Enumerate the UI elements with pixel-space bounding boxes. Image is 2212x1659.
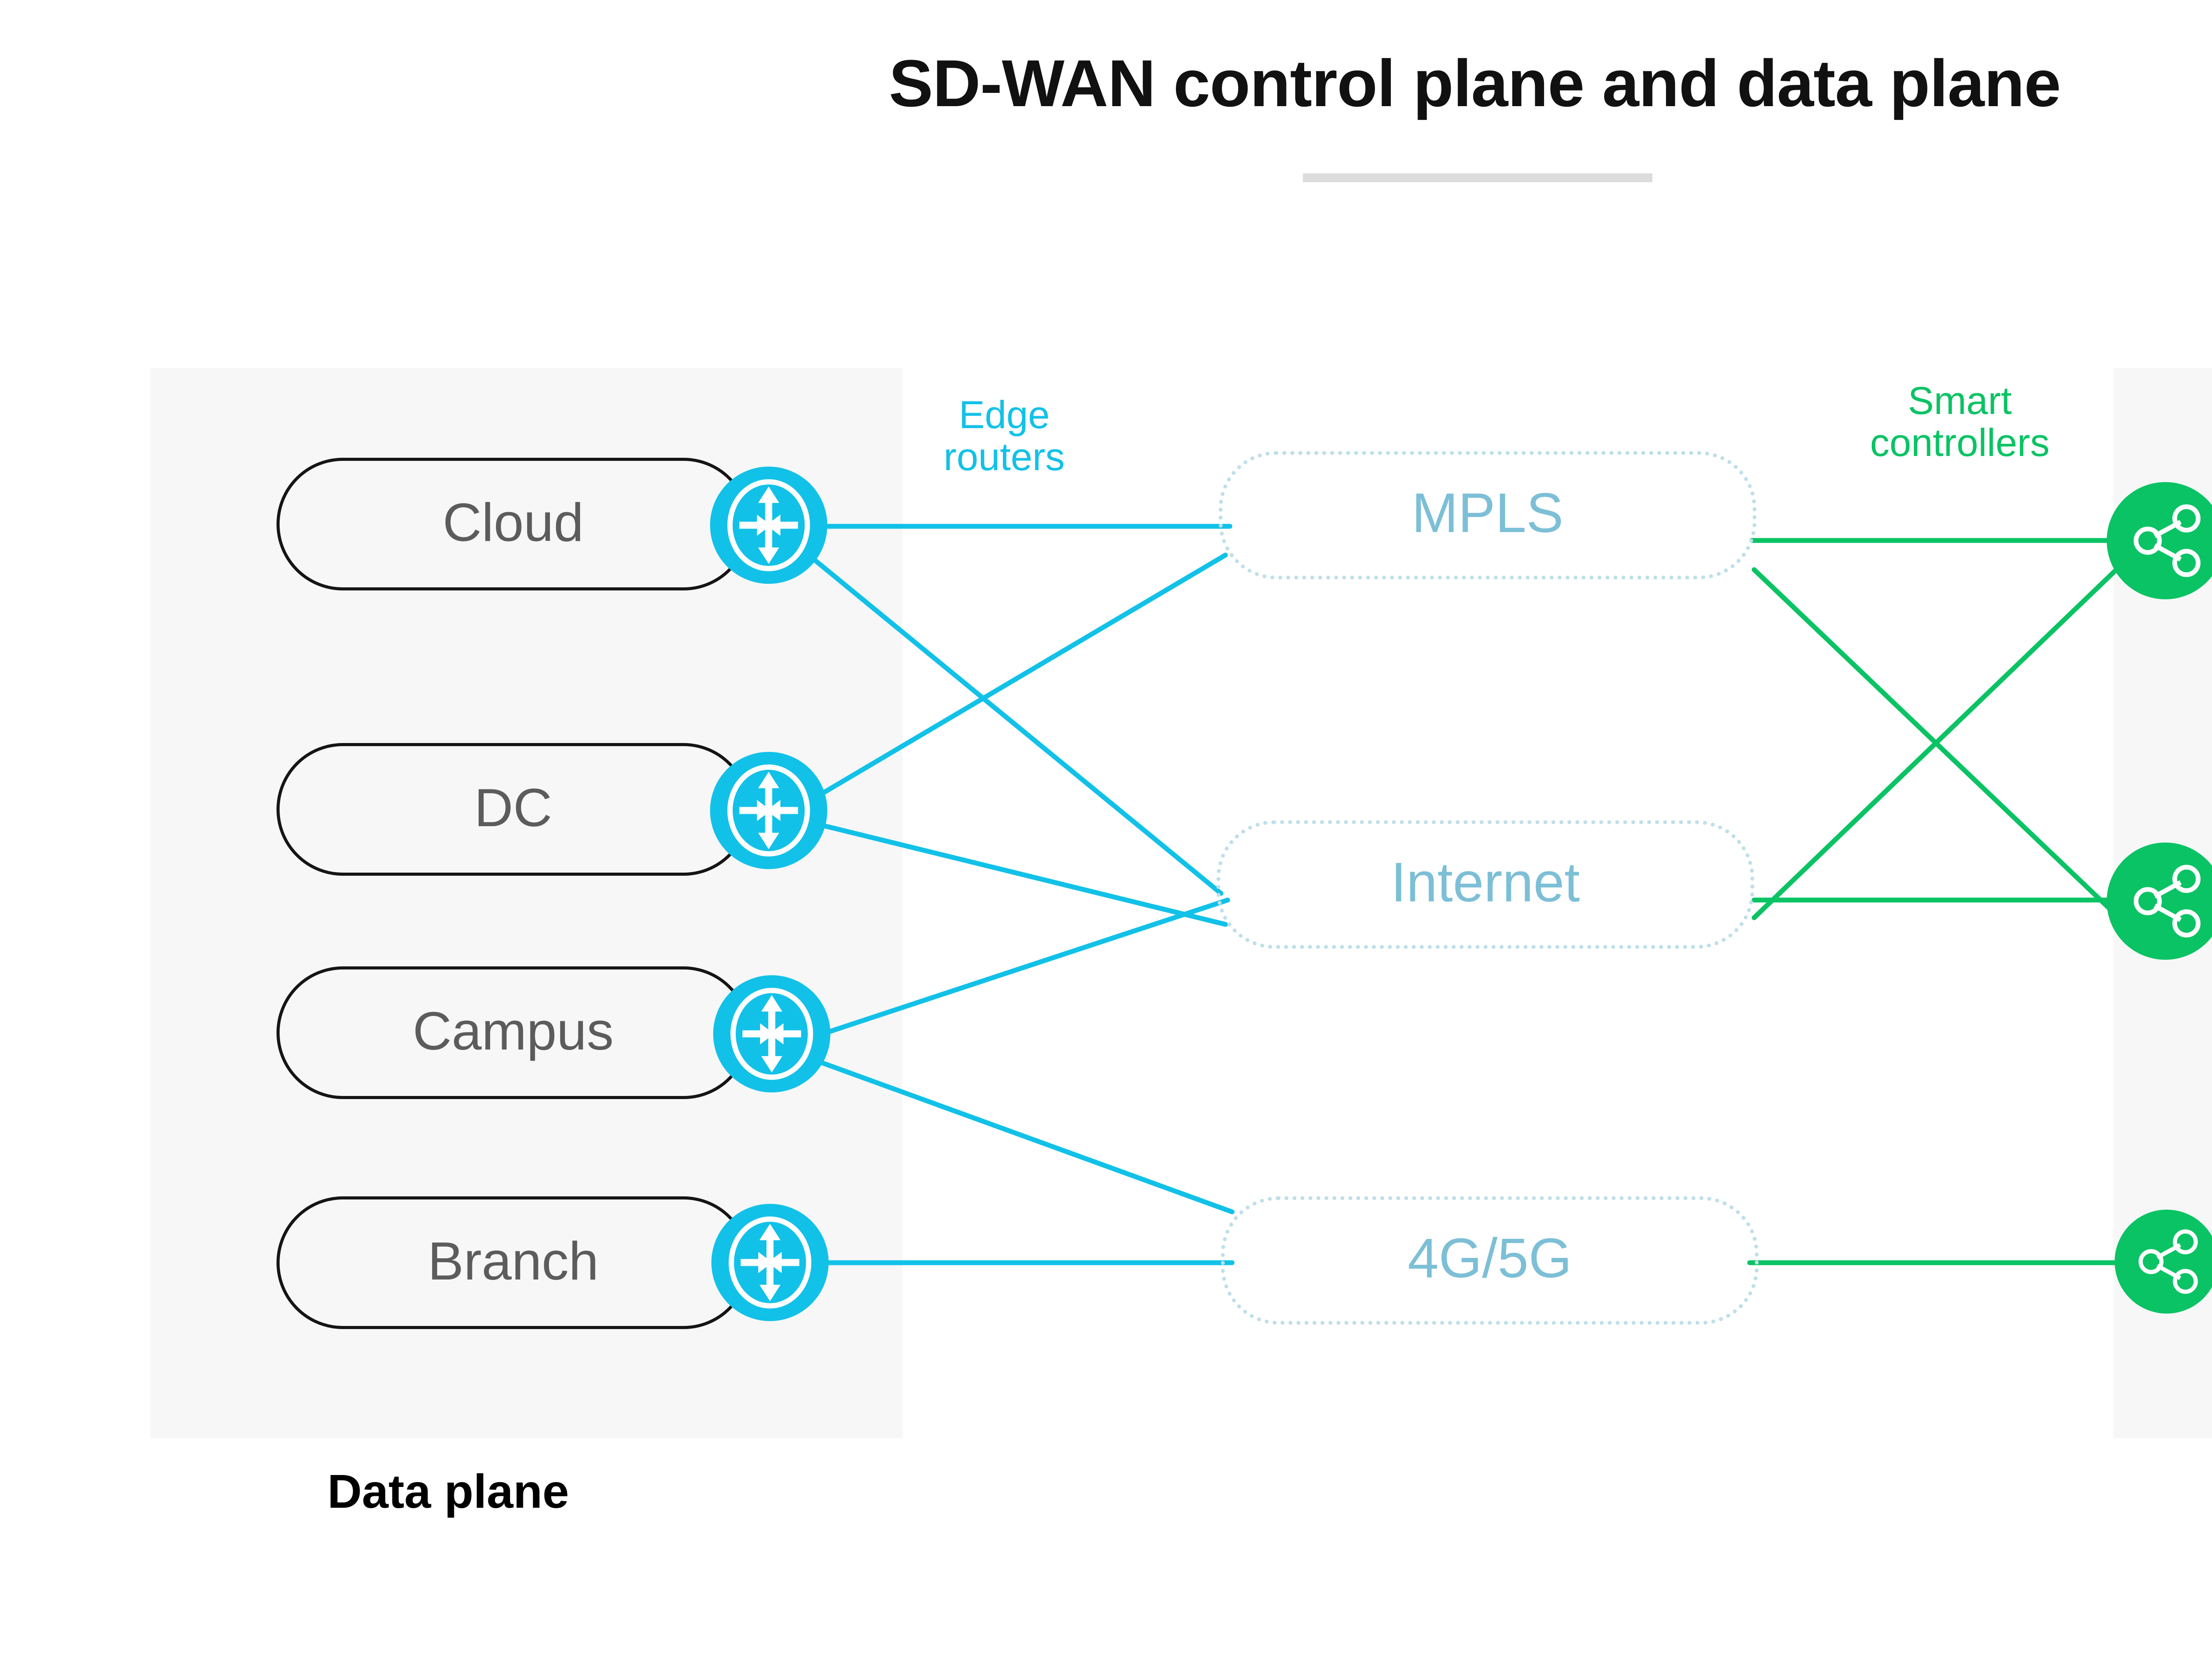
transport-cloud-internet[interactable]: Internet — [1217, 820, 1754, 949]
transport-label-mpls: MPLS — [1411, 482, 1564, 544]
link-internet-orchestration — [1751, 564, 2122, 920]
transport-label-4g5g: 4G/5G — [1407, 1227, 1572, 1289]
site-box-branch[interactable]: Branch — [276, 1196, 750, 1329]
router-icon[interactable] — [710, 467, 827, 584]
page-title: SD-WAN control plane and data plane — [889, 46, 2061, 120]
site-box-cloud[interactable]: Cloud — [276, 458, 750, 590]
site-label-cloud: Cloud — [442, 492, 584, 552]
router-icon[interactable] — [710, 752, 827, 869]
site-box-dc[interactable]: DC — [276, 743, 750, 876]
site-label-dc: DC — [474, 778, 553, 838]
share-network-icon[interactable] — [2107, 482, 2212, 599]
site-box-campus[interactable]: Campus — [276, 966, 750, 1099]
router-icon[interactable] — [713, 975, 830, 1092]
router-icon[interactable] — [711, 1204, 829, 1321]
share-network-icon[interactable] — [2107, 843, 2212, 960]
smart-controllers-line-2: controllers — [1870, 421, 2050, 465]
link-dc-internet — [812, 821, 1228, 927]
transport-cloud-4g5g[interactable]: 4G/5G — [1221, 1196, 1759, 1325]
link-dc-mpls — [811, 552, 1228, 801]
site-label-campus: Campus — [412, 1001, 614, 1061]
edge-routers-annotation: Edge routers — [894, 394, 1115, 478]
title-underline-rule — [1303, 173, 1652, 182]
transport-cloud-mpls[interactable]: MPLS — [1219, 451, 1756, 579]
link-cloud-internet — [811, 557, 1224, 896]
share-network-icon[interactable] — [2115, 1210, 2212, 1314]
smart-controllers-annotation: Smart controllers — [1827, 379, 2093, 464]
transport-label-internet: Internet — [1390, 851, 1580, 913]
data-plane-caption: Data plane — [327, 1464, 569, 1518]
edge-routers-line-2: routers — [944, 435, 1065, 479]
link-campus-4g5g — [816, 1059, 1235, 1215]
edge-routers-line-1: Edge — [959, 393, 1050, 437]
smart-controllers-line-1: Smart — [1908, 379, 2012, 422]
link-campus-internet — [817, 897, 1230, 1038]
site-label-branch: Branch — [427, 1231, 599, 1291]
